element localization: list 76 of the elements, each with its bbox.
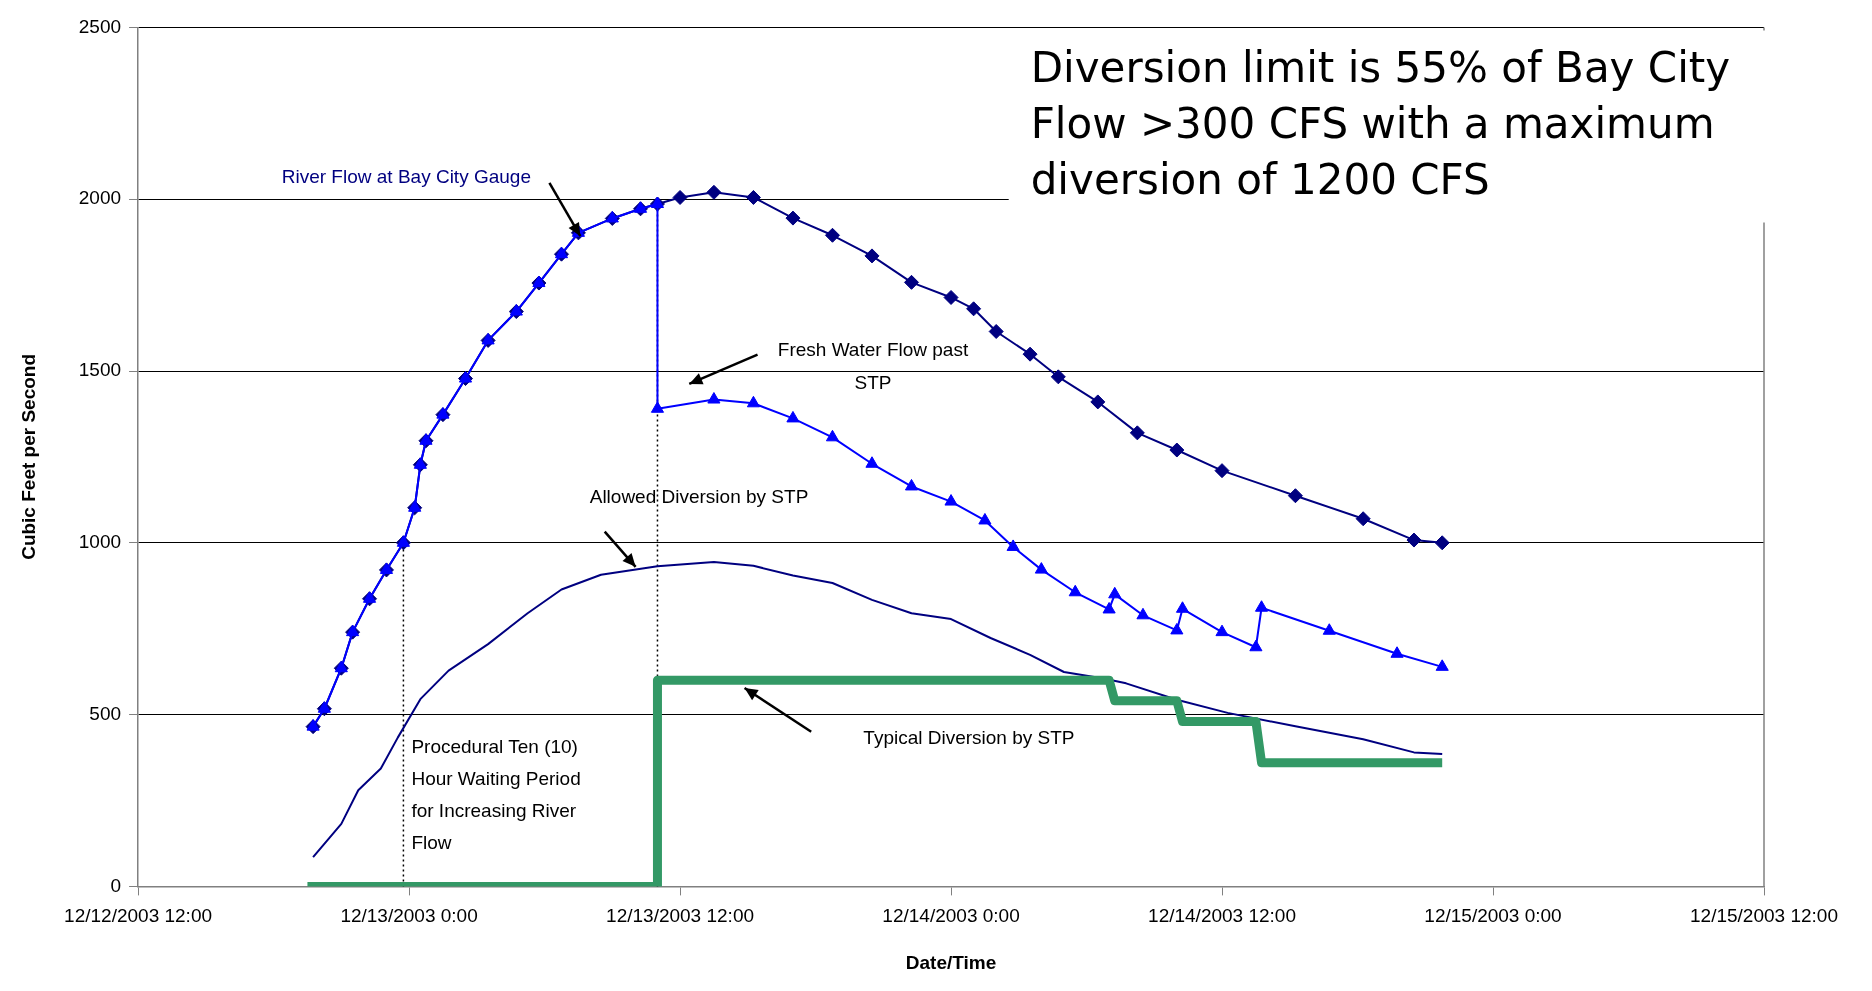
point	[904, 274, 920, 290]
point	[379, 562, 394, 574]
point	[1034, 562, 1048, 574]
point	[362, 591, 377, 603]
x-tick-label: 12/15/2003 0:00	[1424, 905, 1562, 927]
point	[1108, 586, 1122, 599]
point	[944, 494, 958, 506]
point	[1175, 601, 1190, 613]
point	[1287, 488, 1303, 504]
point	[1214, 463, 1230, 479]
point	[317, 701, 331, 713]
point	[746, 395, 760, 408]
x-tick-label: 12/14/2003 12:00	[1148, 905, 1296, 927]
point	[408, 500, 422, 512]
point	[1022, 346, 1038, 362]
point	[1406, 532, 1422, 548]
annotation: Procedural Ten (10) Hour Waiting Period for Increasing River Flow	[411, 736, 581, 854]
text: Typical Diversion by STP	[863, 726, 1075, 748]
point	[978, 512, 992, 525]
point	[1435, 659, 1449, 671]
point	[1355, 511, 1371, 527]
series-label: Fresh Water Flow past STP	[777, 338, 969, 393]
point	[419, 433, 433, 445]
x-axis-title: Date/Time	[905, 951, 997, 973]
point	[745, 189, 761, 205]
point	[943, 289, 959, 305]
point	[650, 401, 665, 413]
y-tick-label: 0	[110, 874, 122, 896]
point	[988, 323, 1004, 339]
point	[413, 457, 427, 469]
x-tick-label: 12/13/2003 12:00	[606, 905, 755, 927]
x-tick-label: 12/13/2003 0:00	[340, 905, 478, 927]
point	[1090, 394, 1106, 410]
point	[785, 210, 801, 226]
point	[1434, 535, 1450, 551]
point	[904, 478, 919, 491]
point	[1254, 600, 1269, 612]
y-tick-label: 1000	[78, 531, 122, 553]
point	[1136, 607, 1150, 620]
point	[672, 189, 688, 205]
x-tick-label: 12/15/2003 12:00	[1690, 905, 1838, 927]
y-tick-label: 500	[89, 702, 122, 724]
point	[1050, 369, 1066, 385]
point	[1169, 442, 1185, 458]
point	[1249, 639, 1263, 652]
point	[1322, 623, 1336, 635]
point	[1068, 584, 1082, 597]
text: Allowed Diversion by STP	[589, 486, 809, 508]
point	[966, 301, 982, 317]
y-tick-label: 1500	[78, 359, 122, 381]
text: River Flow at Bay City Gauge	[281, 165, 531, 187]
y-tick-label: 2000	[78, 187, 122, 209]
point	[1170, 622, 1184, 635]
y-axis-title: Cubic Feet per Second	[17, 353, 39, 560]
point	[865, 456, 879, 468]
point	[1390, 646, 1404, 658]
y-tick-label: 2500	[78, 15, 122, 37]
point	[825, 429, 840, 442]
point	[436, 407, 450, 419]
x-tick-label: 12/14/2003 0:00	[882, 905, 1020, 927]
point	[824, 227, 840, 243]
point	[306, 719, 320, 731]
point	[1215, 624, 1229, 637]
point	[396, 535, 410, 547]
point	[1129, 425, 1145, 441]
point	[458, 371, 473, 383]
point	[1006, 539, 1020, 551]
point	[509, 304, 523, 316]
point	[707, 392, 721, 404]
point	[864, 248, 880, 264]
point	[706, 184, 722, 200]
annotation: Diversion limit is 55% of Bay City Flow >300 CFS with a maximum diversion of 1200 CFS	[1030, 43, 1731, 205]
point	[786, 410, 800, 423]
x-tick-label: 12/12/2003 12:00	[64, 905, 213, 927]
point	[633, 201, 648, 213]
point	[1102, 601, 1116, 614]
